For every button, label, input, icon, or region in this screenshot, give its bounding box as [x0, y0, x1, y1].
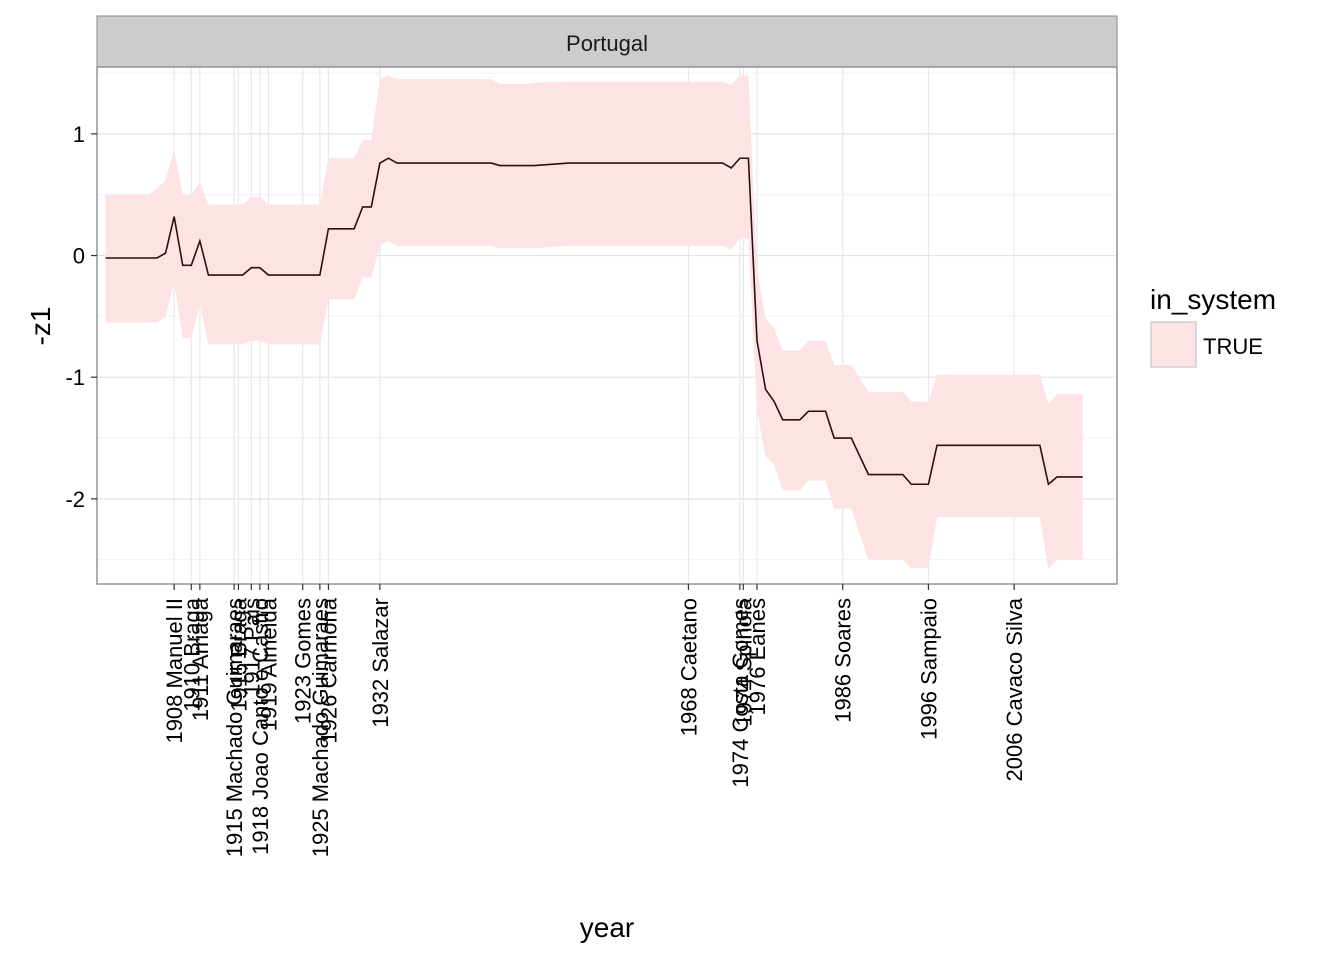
x-tick-label: 1911 Arriaga: [188, 597, 213, 721]
x-tick-label: 1974 Costa Gomes: [728, 598, 753, 788]
x-tick-label: 1923 Gomes: [291, 598, 316, 724]
x-tick-label: 1968 Caetano: [676, 598, 701, 736]
legend-key-true: [1150, 321, 1197, 368]
x-tick-label: 1919 Almeida: [256, 597, 281, 731]
plot-panel-border: [96, 66, 1118, 585]
x-tick-label: 1986 Soares: [831, 598, 856, 723]
confidence-band: [105, 75, 1083, 570]
x-axis-title: year: [580, 912, 634, 943]
y-tick-label: -1: [65, 365, 85, 390]
x-tick-label: 1976 Eanes: [745, 598, 770, 715]
legend-label-true: TRUE: [1203, 334, 1263, 359]
ribbon-true: [105, 75, 1083, 570]
line-true: [105, 157, 1083, 486]
x-tick-label: 1925 Machado Guimaraes: [308, 598, 333, 857]
series-line: [105, 157, 1083, 486]
legend-title: in_system: [1150, 284, 1276, 315]
facet-strip: [96, 15, 1118, 68]
x-tick-label: 1908 Manuel II: [162, 598, 187, 744]
x-tick-label: 2006 Cavaco Silva: [1002, 597, 1027, 781]
x-tick-label: 1932 Salazar: [368, 598, 393, 728]
x-tick-label: 1918 Joao Canto e Castro: [248, 598, 273, 855]
y-tick-label: -2: [65, 487, 85, 512]
y-tick-label: 0: [73, 244, 85, 269]
y-axis-title: -z1: [25, 307, 56, 346]
y-tick-label: 1: [73, 122, 85, 147]
x-tick-label: 1996 Sampaio: [916, 598, 941, 740]
x-tick-label: 1915 Machado Guimaraes: [222, 598, 247, 857]
x-tick-label: 1917 Pais: [239, 598, 264, 696]
x-tick-label: 1974 Spinola: [731, 597, 756, 726]
y-axis: 1 0 -1 -2: [65, 122, 97, 512]
facet-label: Portugal: [566, 31, 648, 56]
legend: in_system TRUE: [1150, 284, 1276, 368]
x-tick-label: 1910 Braga: [179, 597, 204, 712]
x-tick-label: 1915 Braga: [226, 597, 251, 712]
x-tick-label: 1926 Carmona: [316, 597, 341, 743]
